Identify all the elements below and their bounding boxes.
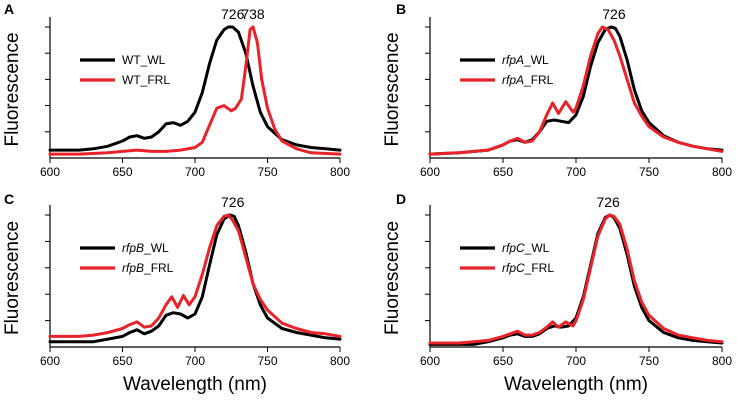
x-tick-label: 800 (712, 354, 732, 368)
series-line-rfpa-wl (428, 25, 724, 156)
legend-label: rfpB_FRL (122, 261, 174, 275)
legend-label: WT_FRL (122, 73, 170, 87)
y-axis-label: Fluorescence (382, 221, 403, 335)
x-tick-label: 600 (40, 354, 60, 368)
x-tick-label: 800 (330, 165, 350, 179)
legend-label: rfpC_FRL (502, 261, 554, 275)
legend-label-text: _WL (524, 241, 550, 255)
panel-d: D Fluorescence 600 650 700 750 800 Wavelength (… (382, 191, 732, 395)
panel-letter: A (4, 1, 14, 17)
panel-c: C Fluorescence 600 650 700 750 800 Wavelength (… (2, 191, 350, 395)
legend-label: rfpC_WL (502, 241, 550, 255)
x-axis-label: Wavelength (nm) (504, 374, 648, 395)
y-axis-label: Fluorescence (2, 32, 23, 146)
legend-label-italic: rfpA (502, 73, 524, 87)
legend-label-text: WT_FRL (122, 73, 170, 87)
x-tick-label: 750 (639, 165, 659, 179)
legend-label-italic: rfpB (122, 261, 144, 275)
peak-label: 726 (596, 194, 620, 210)
series-line-rfpb-frl (48, 213, 342, 338)
x-tick-label: 600 (40, 165, 60, 179)
x-axis-label: Wavelength (nm) (123, 374, 267, 395)
x-tick-label: 650 (112, 354, 132, 368)
peak-label: 726 (221, 194, 245, 210)
x-tick-label: 750 (257, 165, 277, 179)
legend-label-text: _WL (143, 241, 169, 255)
legend-label-italic: rfpC (502, 261, 525, 275)
legend-label-text: _WL (523, 53, 549, 67)
legend-label-italic: rfpB (122, 241, 144, 255)
series-line-rfpb-wl (48, 213, 342, 344)
x-tick-label: 700 (185, 354, 205, 368)
series-line-rfpa-frl (428, 25, 724, 156)
y-axis-label: Fluorescence (2, 221, 23, 335)
series-line-wt-wl (48, 25, 342, 152)
legend-label-text: _FRL (143, 261, 174, 275)
legend-label-italic: rfpC (502, 241, 525, 255)
panel-letter: C (4, 191, 14, 207)
x-tick-label: 750 (257, 354, 277, 368)
peak-label: 726 (602, 6, 626, 22)
series-line-rfpc-frl (428, 213, 724, 345)
x-tick-label: 700 (566, 165, 586, 179)
peak-label: 726 (221, 6, 245, 22)
x-tick-label: 650 (112, 165, 132, 179)
peak-label: 738 (241, 6, 265, 22)
legend-label-text: WT_WL (122, 53, 166, 67)
x-tick-label: 700 (566, 354, 586, 368)
x-tick-label: 750 (639, 354, 659, 368)
legend-label: WT_WL (122, 53, 166, 67)
panel-letter: D (396, 191, 406, 207)
legend-label-text: _FRL (523, 73, 554, 87)
panel-letter: B (396, 1, 406, 17)
x-tick-label: 600 (420, 354, 440, 368)
x-tick-label: 650 (493, 165, 513, 179)
series-line-wt-frl (48, 25, 342, 156)
x-tick-label: 700 (185, 165, 205, 179)
legend-label: rfpA_FRL (502, 73, 554, 87)
x-tick-label: 800 (330, 354, 350, 368)
x-tick-label: 800 (712, 165, 732, 179)
x-tick-label: 650 (493, 354, 513, 368)
legend-label-italic: rfpA (502, 53, 524, 67)
series-line-rfpc-wl (428, 213, 724, 346)
legend-label-text: _FRL (524, 261, 555, 275)
legend-label: rfpB_WL (122, 241, 169, 255)
y-axis-label: Fluorescence (382, 32, 403, 146)
x-tick-label: 600 (420, 165, 440, 179)
legend-label: rfpA_WL (502, 53, 549, 67)
